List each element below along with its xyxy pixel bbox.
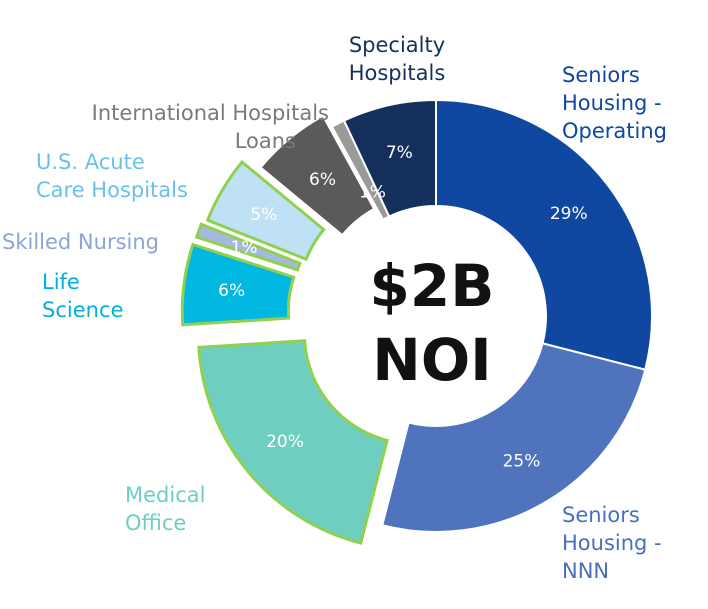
slice-life-science bbox=[180, 242, 296, 327]
center-title-line2: NOI bbox=[372, 326, 491, 394]
donut-slices bbox=[180, 98, 653, 545]
pct-label-life-science: 6% bbox=[218, 281, 245, 301]
category-label-seniors-housing-nnn: Seniors Housing -NNN bbox=[562, 503, 662, 583]
pct-label-medical-office: 20% bbox=[266, 432, 304, 452]
pct-label-loans: 1% bbox=[359, 182, 386, 202]
slice-skilled-nursing bbox=[194, 222, 302, 272]
category-label-international-hospitals: International Hospitals bbox=[92, 101, 329, 125]
slice-medical-office bbox=[197, 339, 389, 545]
category-label-skilled-nursing: Skilled Nursing bbox=[2, 230, 159, 254]
slice-percent-labels: 29%25%20%6%1%5%6%1%7% bbox=[218, 143, 588, 472]
pct-label-skilled-nursing: 1% bbox=[231, 238, 258, 258]
category-label-specialty-hospitals: Specialty Hospitals bbox=[349, 33, 446, 85]
slice-category-labels: Seniors Housing -Operating Seniors Housing … bbox=[2, 33, 667, 583]
category-label-seniors-housing-operating: Seniors Housing -Operating bbox=[562, 63, 667, 143]
pct-label-u-s-acute-care-hospitals: 5% bbox=[250, 205, 277, 225]
slice-seniors-housing-operating bbox=[435, 98, 653, 371]
pct-label-seniors-housing-operating: 29% bbox=[550, 204, 588, 224]
category-label-medical-office: Medical Office bbox=[125, 483, 205, 535]
pct-label-international-hospitals: 6% bbox=[309, 170, 336, 190]
category-label-loans: Loans bbox=[235, 129, 296, 153]
pct-label-specialty-hospitals: 7% bbox=[386, 143, 413, 163]
category-label-life-science: Life Science bbox=[42, 270, 123, 322]
category-label-u-s-acute-care-hospitals: U.S. Acute Care Hospitals bbox=[36, 150, 188, 202]
slice-specialty-hospitals bbox=[342, 98, 437, 218]
slice-u-s-acute-care-hospitals bbox=[205, 159, 326, 262]
pct-label-seniors-housing-nnn: 25% bbox=[503, 452, 541, 472]
slice-international-hospitals bbox=[259, 114, 376, 237]
slice-seniors-housing-nnn bbox=[381, 342, 647, 533]
center-title-line1: $2B bbox=[370, 252, 495, 320]
